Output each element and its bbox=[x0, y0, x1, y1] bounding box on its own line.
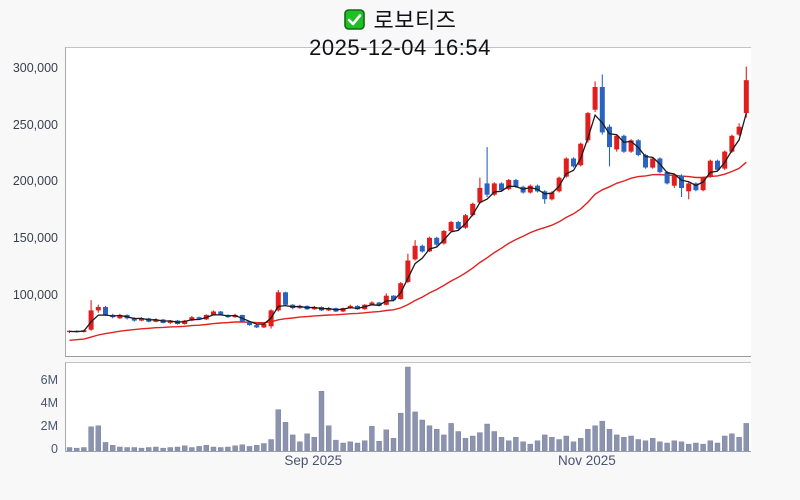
x-axis-label: Nov 2025 bbox=[557, 453, 616, 468]
symbol-title-row: 로보티즈 bbox=[0, 5, 800, 33]
price-chart-panel bbox=[65, 47, 751, 357]
price-axis-label: 300,000 bbox=[12, 61, 58, 75]
volume-axis-label: 0 bbox=[51, 442, 58, 456]
chart-header: 로보티즈 2025-12-04 16:54 bbox=[0, 5, 800, 61]
price-axis-label: 100,000 bbox=[12, 287, 58, 302]
checkmark-glyph bbox=[343, 8, 365, 30]
volume-axis-label: 2M bbox=[40, 419, 58, 433]
checked-checkbox-icon[interactable] bbox=[343, 8, 365, 30]
symbol-name: 로보티즈 bbox=[373, 8, 457, 33]
price-axis-label: 250,000 bbox=[12, 117, 58, 132]
x-axis-label: Sep 2025 bbox=[284, 453, 343, 468]
quote-timestamp: 2025-12-04 16:54 bbox=[309, 35, 491, 60]
volume-axis-label: 6M bbox=[40, 373, 58, 387]
price-chart-svg bbox=[67, 66, 749, 341]
price-axis-label: 150,000 bbox=[12, 231, 58, 246]
volume-chart-panel bbox=[65, 362, 751, 452]
price-axis-label: 200,000 bbox=[12, 174, 58, 189]
volume-chart-svg bbox=[66, 366, 749, 451]
volume-axis-label: 4M bbox=[40, 396, 58, 410]
